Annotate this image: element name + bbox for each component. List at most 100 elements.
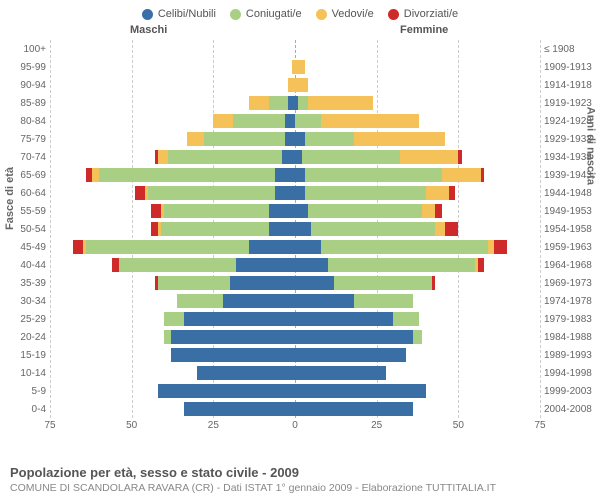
legend-item: Coniugati/e [230, 8, 302, 20]
bar-female [295, 238, 540, 256]
bar-female [295, 274, 540, 292]
bar-segment [432, 276, 435, 290]
bar-female [295, 184, 540, 202]
bar-segment [295, 294, 354, 308]
legend-item: Celibi/Nubili [142, 8, 216, 20]
age-row: 0-42004-2008 [50, 400, 540, 418]
bar-segment [328, 258, 475, 272]
legend-label: Vedovi/e [332, 8, 374, 20]
age-row: 40-441964-1968 [50, 256, 540, 274]
bar-male [50, 400, 295, 418]
bar-female [295, 364, 540, 382]
birth-label: 1914-1918 [544, 80, 598, 91]
bar-male [50, 292, 295, 310]
bar-male [50, 328, 295, 346]
birth-label: 1954-1958 [544, 224, 598, 235]
bar-segment [269, 96, 289, 110]
birth-label: 1909-1913 [544, 62, 598, 73]
birth-label: 1979-1983 [544, 314, 598, 325]
age-label: 100+ [10, 44, 46, 55]
birth-label: 1994-1998 [544, 368, 598, 379]
bar-female [295, 256, 540, 274]
age-row: 45-491959-1963 [50, 238, 540, 256]
bar-female [295, 76, 540, 94]
legend-swatch [388, 9, 399, 20]
age-label: 35-39 [10, 278, 46, 289]
bar-segment [275, 186, 295, 200]
x-tick: 50 [453, 420, 464, 431]
bar-segment [305, 132, 354, 146]
age-row: 60-641944-1948 [50, 184, 540, 202]
bar-male [50, 364, 295, 382]
bar-male [50, 346, 295, 364]
bar-segment [311, 222, 435, 236]
bar-segment [295, 312, 393, 326]
bar-female [295, 166, 540, 184]
bar-female [295, 310, 540, 328]
chart-container: Celibi/Nubili Coniugati/e Vedovi/e Divorzia… [0, 0, 600, 500]
bar-segment [164, 204, 269, 218]
footer-sub: COMUNE DI SCANDOLARA RAVARA (CR) - Dati … [10, 482, 590, 494]
bar-male [50, 112, 295, 130]
age-row: 25-291979-1983 [50, 310, 540, 328]
bar-segment [230, 276, 295, 290]
rows: 100+≤ 190895-991909-191390-941914-191885… [50, 40, 540, 418]
bar-segment [151, 204, 161, 218]
age-label: 25-29 [10, 314, 46, 325]
bar-segment [435, 222, 445, 236]
age-label: 90-94 [10, 80, 46, 91]
bar-segment [99, 168, 275, 182]
bar-male [50, 202, 295, 220]
header-female: Femmine [400, 24, 448, 36]
x-tick: 25 [208, 420, 219, 431]
bar-segment [171, 330, 295, 344]
bar-segment [426, 186, 449, 200]
legend: Celibi/Nubili Coniugati/e Vedovi/e Divorzia… [0, 0, 600, 24]
bar-segment [275, 168, 295, 182]
bar-segment [177, 294, 223, 308]
bar-segment [295, 204, 308, 218]
legend-item: Divorziati/e [388, 8, 458, 20]
age-row: 30-341974-1978 [50, 292, 540, 310]
bar-segment [158, 384, 295, 398]
x-tick: 50 [126, 420, 137, 431]
legend-label: Celibi/Nubili [158, 8, 216, 20]
bar-segment [86, 240, 249, 254]
bar-female [295, 400, 540, 418]
bar-segment [435, 204, 442, 218]
bar-segment [73, 240, 83, 254]
age-row: 80-841924-1928 [50, 112, 540, 130]
birth-label: ≤ 1908 [544, 44, 598, 55]
age-label: 0-4 [10, 404, 46, 415]
bar-male [50, 148, 295, 166]
bar-male [50, 76, 295, 94]
bar-female [295, 94, 540, 112]
bar-segment [305, 186, 426, 200]
birth-label: 1944-1948 [544, 188, 598, 199]
bar-segment [321, 114, 419, 128]
chart-area: 100+≤ 190895-991909-191390-941914-191885… [50, 40, 540, 440]
bar-segment [308, 204, 422, 218]
age-label: 15-19 [10, 350, 46, 361]
bar-segment [445, 222, 458, 236]
age-row: 20-241984-1988 [50, 328, 540, 346]
bar-segment [282, 150, 295, 164]
age-label: 45-49 [10, 242, 46, 253]
bar-segment [197, 366, 295, 380]
age-row: 15-191989-1993 [50, 346, 540, 364]
bar-segment [213, 114, 233, 128]
bar-male [50, 256, 295, 274]
age-row: 85-891919-1923 [50, 94, 540, 112]
age-label: 55-59 [10, 206, 46, 217]
bar-segment [171, 348, 295, 362]
age-label: 30-34 [10, 296, 46, 307]
bar-male [50, 220, 295, 238]
age-row: 75-791929-1933 [50, 130, 540, 148]
x-tick: 0 [292, 420, 298, 431]
bar-male [50, 166, 295, 184]
birth-label: 1999-2003 [544, 386, 598, 397]
age-row: 90-941914-1918 [50, 76, 540, 94]
bar-segment [295, 132, 305, 146]
bar-segment [422, 204, 435, 218]
bar-male [50, 274, 295, 292]
